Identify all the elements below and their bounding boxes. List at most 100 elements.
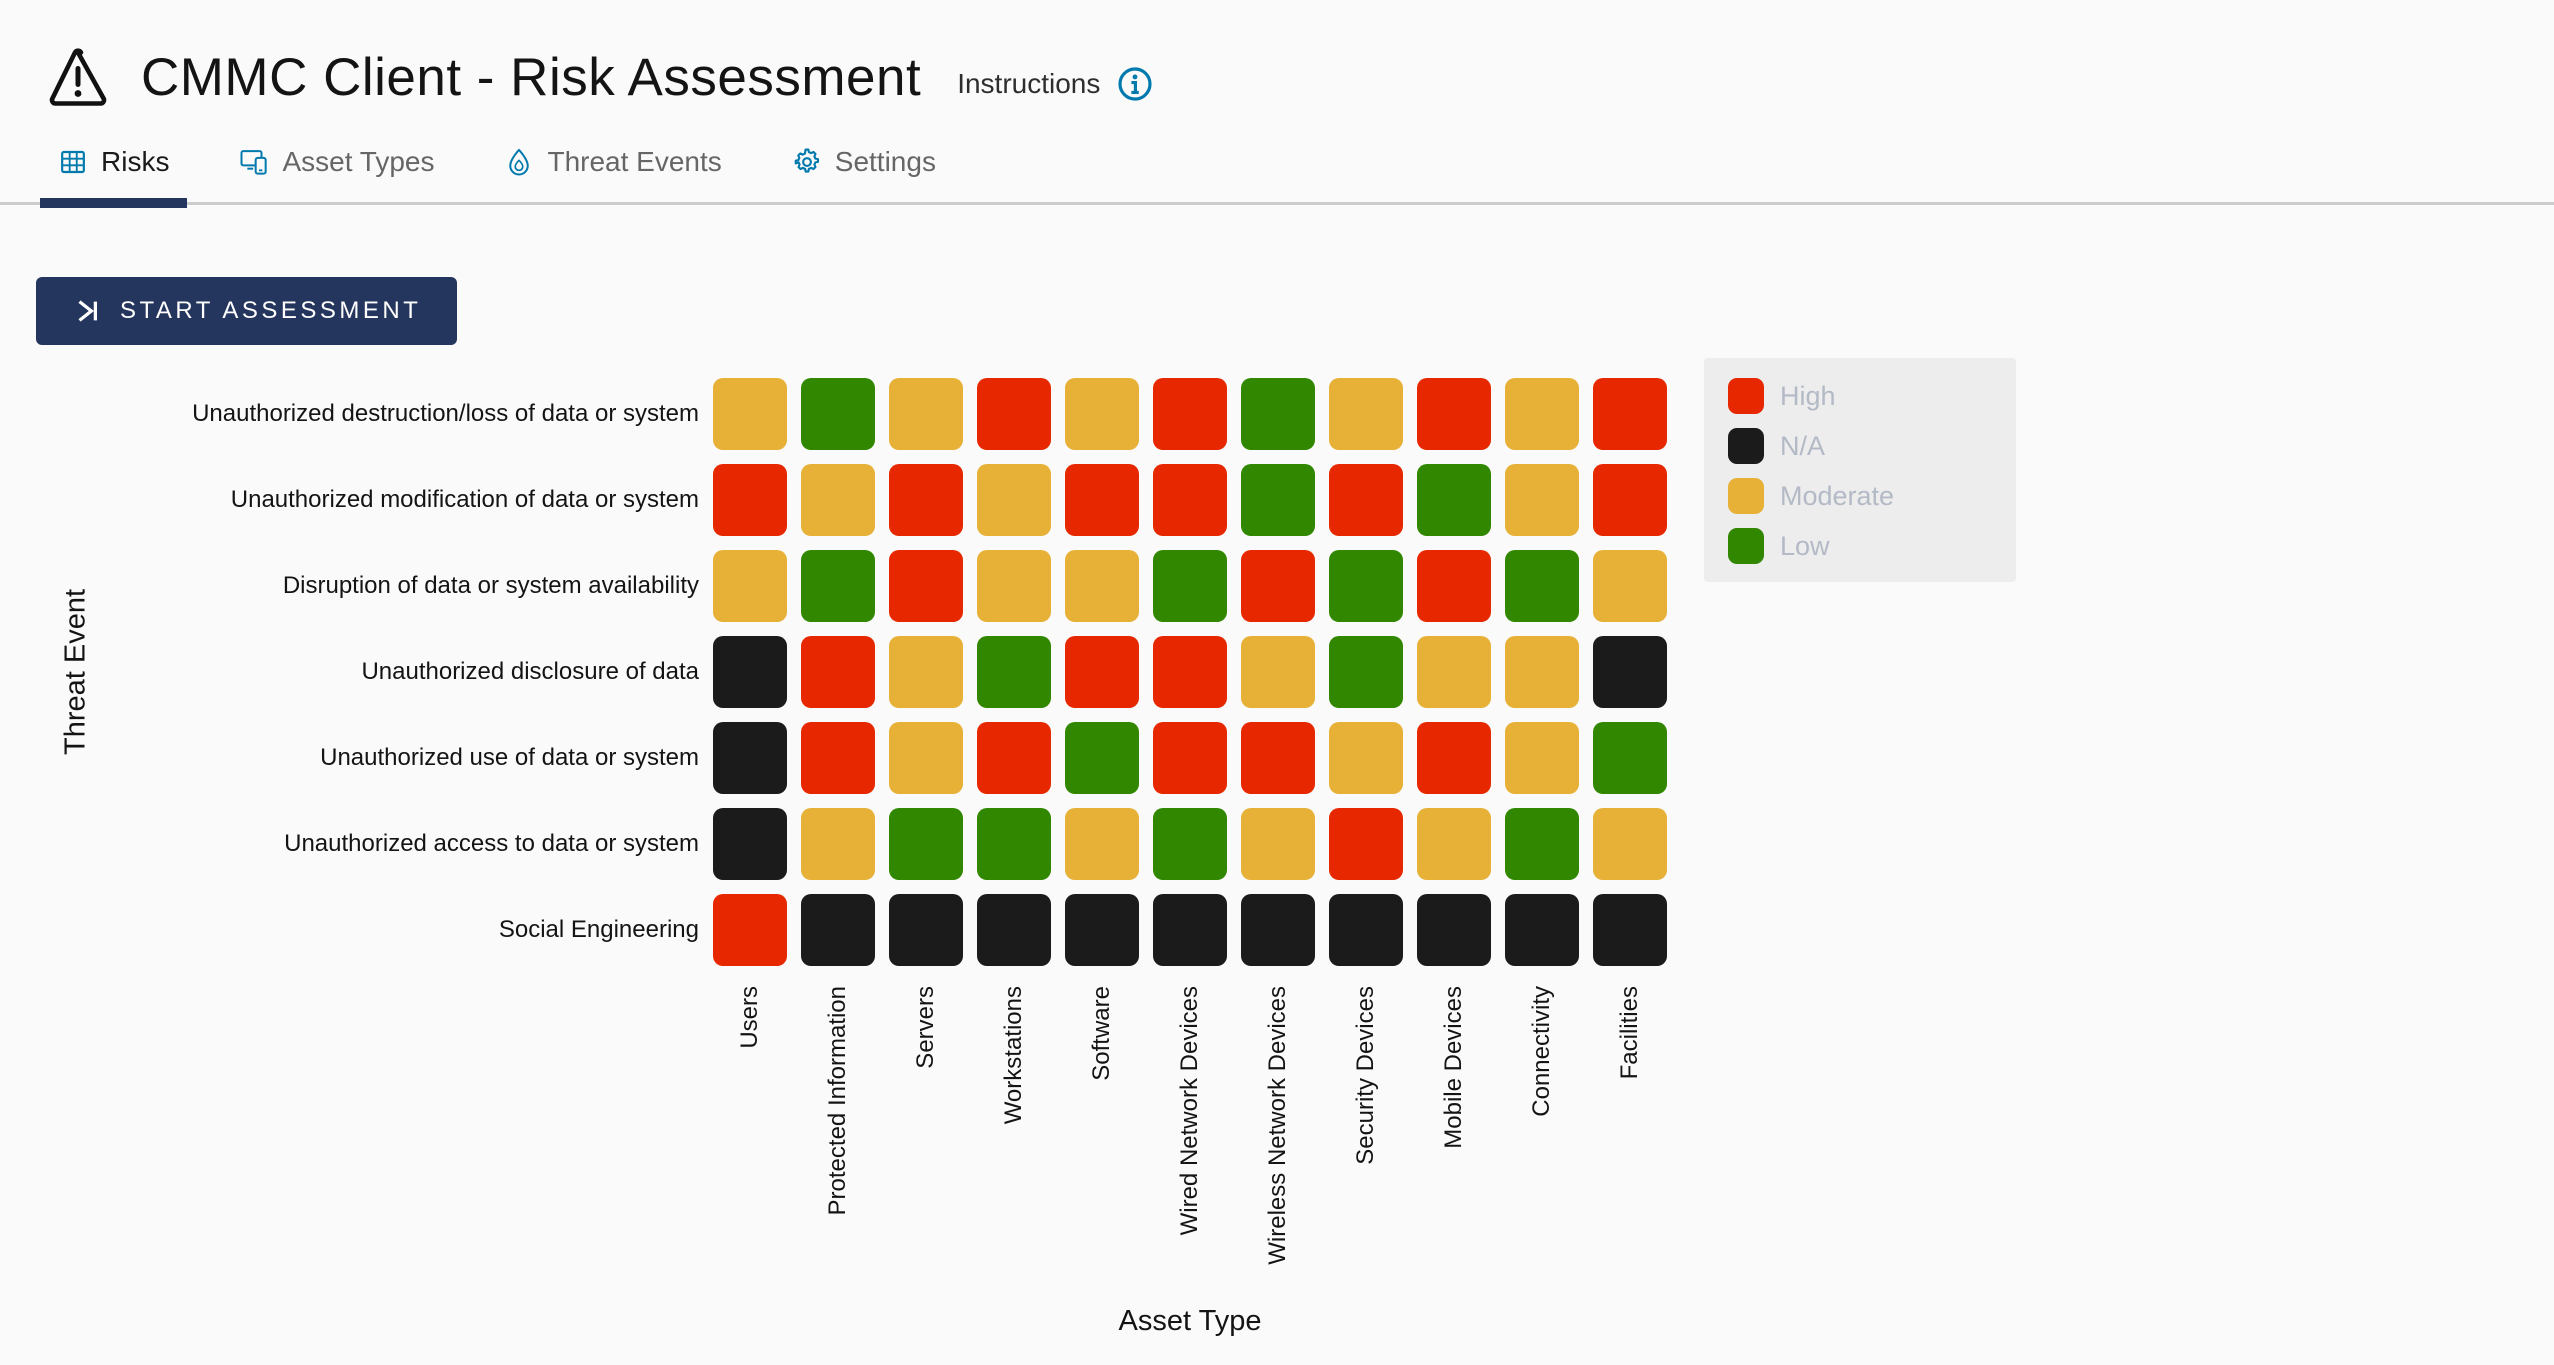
- tab-settings[interactable]: Settings: [774, 146, 954, 202]
- heatmap-cell-social-engineering-protected-information[interactable]: [801, 894, 875, 966]
- heatmap-cell-social-engineering-wired-network-devices[interactable]: [1153, 894, 1227, 966]
- warning-triangle-icon: [45, 46, 111, 108]
- heatmap-cell-disruption-of-data-or-sy-facilities[interactable]: [1593, 550, 1667, 622]
- heatmap-cell-unauthorized-disclosure--software[interactable]: [1065, 636, 1139, 708]
- heatmap-cell-unauthorized-use-of-data-wireless-network-devices[interactable]: [1241, 722, 1315, 794]
- heatmap-cell-unauthorized-disclosure--connectivity[interactable]: [1505, 636, 1579, 708]
- heatmap-cell-unauthorized-modificatio-wireless-network-devices[interactable]: [1241, 464, 1315, 536]
- start-assessment-label: START ASSESSMENT: [120, 297, 422, 324]
- heatmap-cell-unauthorized-modificatio-workstations[interactable]: [977, 464, 1051, 536]
- heatmap-cell-unauthorized-access-to-d-software[interactable]: [1065, 808, 1139, 880]
- heatmap-cell-disruption-of-data-or-sy-wired-network-devices[interactable]: [1153, 550, 1227, 622]
- heatmap-cell-unauthorized-access-to-d-mobile-devices[interactable]: [1417, 808, 1491, 880]
- heatmap-cell-disruption-of-data-or-sy-mobile-devices[interactable]: [1417, 550, 1491, 622]
- heatmap-cell-unauthorized-access-to-d-wireless-network-devices[interactable]: [1241, 808, 1315, 880]
- heatmap-cell-unauthorized-modificatio-protected-information[interactable]: [801, 464, 875, 536]
- heatmap-cell-unauthorized-disclosure--security-devices[interactable]: [1329, 636, 1403, 708]
- tab-threat-events[interactable]: Threat Events: [486, 146, 739, 202]
- heatmap-cell-unauthorized-use-of-data-servers[interactable]: [889, 722, 963, 794]
- info-icon[interactable]: [1116, 65, 1154, 103]
- asset-type-column-label: Software: [1088, 986, 1115, 1081]
- start-assessment-button[interactable]: START ASSESSMENT: [36, 277, 458, 345]
- heatmap-cell-disruption-of-data-or-sy-protected-information[interactable]: [801, 550, 875, 622]
- heatmap-cell-unauthorized-destruction-servers[interactable]: [889, 378, 963, 450]
- heatmap-cell-unauthorized-disclosure--wireless-network-devices[interactable]: [1241, 636, 1315, 708]
- heatmap-cell-unauthorized-modificatio-security-devices[interactable]: [1329, 464, 1403, 536]
- heatmap-cell-unauthorized-destruction-wireless-network-devices[interactable]: [1241, 378, 1315, 450]
- legend-label: Moderate: [1780, 480, 1895, 511]
- risk-heatmap: Unauthorized destruction/loss of data or…: [24, 378, 1667, 1338]
- heatmap-cell-social-engineering-workstations[interactable]: [977, 894, 1051, 966]
- legend-swatch: [1728, 378, 1764, 414]
- heatmap-cell-disruption-of-data-or-sy-users[interactable]: [713, 550, 787, 622]
- tab-asset-types[interactable]: Asset Types: [221, 146, 452, 202]
- heatmap-cell-unauthorized-destruction-facilities[interactable]: [1593, 378, 1667, 450]
- heatmap-cell-unauthorized-access-to-d-wired-network-devices[interactable]: [1153, 808, 1227, 880]
- heatmap-cell-unauthorized-destruction-protected-information[interactable]: [801, 378, 875, 450]
- heatmap-cell-social-engineering-software[interactable]: [1065, 894, 1139, 966]
- heatmap-cell-unauthorized-access-to-d-workstations[interactable]: [977, 808, 1051, 880]
- heatmap-cell-unauthorized-modificatio-facilities[interactable]: [1593, 464, 1667, 536]
- heatmap-cell-disruption-of-data-or-sy-wireless-network-devices[interactable]: [1241, 550, 1315, 622]
- heatmap-cell-unauthorized-access-to-d-users[interactable]: [713, 808, 787, 880]
- heatmap-cell-unauthorized-use-of-data-users[interactable]: [713, 722, 787, 794]
- heatmap-cell-unauthorized-disclosure--protected-information[interactable]: [801, 636, 875, 708]
- heatmap-cell-unauthorized-use-of-data-facilities[interactable]: [1593, 722, 1667, 794]
- heatmap-cell-unauthorized-modificatio-mobile-devices[interactable]: [1417, 464, 1491, 536]
- heatmap-cell-unauthorized-destruction-users[interactable]: [713, 378, 787, 450]
- heatmap-cell-unauthorized-access-to-d-connectivity[interactable]: [1505, 808, 1579, 880]
- heatmap-cell-unauthorized-use-of-data-connectivity[interactable]: [1505, 722, 1579, 794]
- legend-swatch: [1728, 428, 1764, 464]
- heatmap-cell-social-engineering-wireless-network-devices[interactable]: [1241, 894, 1315, 966]
- heatmap-cell-unauthorized-disclosure--users[interactable]: [713, 636, 787, 708]
- step-forward-icon: [72, 296, 102, 326]
- heatmap-cell-unauthorized-use-of-data-software[interactable]: [1065, 722, 1139, 794]
- legend-label: N/A: [1780, 430, 1826, 461]
- heatmap-cell-unauthorized-disclosure--mobile-devices[interactable]: [1417, 636, 1491, 708]
- heatmap-cell-social-engineering-users[interactable]: [713, 894, 787, 966]
- heatmap-cell-unauthorized-access-to-d-servers[interactable]: [889, 808, 963, 880]
- heatmap-cell-unauthorized-destruction-security-devices[interactable]: [1329, 378, 1403, 450]
- legend-item-low: Low: [1728, 528, 1992, 564]
- heatmap-cell-unauthorized-modificatio-users[interactable]: [713, 464, 787, 536]
- heatmap-cell-social-engineering-facilities[interactable]: [1593, 894, 1667, 966]
- heatmap-cell-unauthorized-access-to-d-facilities[interactable]: [1593, 808, 1667, 880]
- asset-type-column-label: Facilities: [1616, 986, 1643, 1080]
- heatmap-cell-disruption-of-data-or-sy-security-devices[interactable]: [1329, 550, 1403, 622]
- asset-type-column-label: Security Devices: [1352, 986, 1379, 1165]
- heatmap-cell-unauthorized-access-to-d-protected-information[interactable]: [801, 808, 875, 880]
- heatmap-cell-unauthorized-use-of-data-security-devices[interactable]: [1329, 722, 1403, 794]
- heatmap-cell-unauthorized-use-of-data-wired-network-devices[interactable]: [1153, 722, 1227, 794]
- asset-type-column-label: Users: [736, 986, 763, 1049]
- heatmap-cell-unauthorized-destruction-mobile-devices[interactable]: [1417, 378, 1491, 450]
- heatmap-cell-unauthorized-access-to-d-security-devices[interactable]: [1329, 808, 1403, 880]
- heatmap-cell-unauthorized-disclosure--wired-network-devices[interactable]: [1153, 636, 1227, 708]
- legend-item-moderate: Moderate: [1728, 478, 1992, 514]
- heatmap-cell-unauthorized-use-of-data-workstations[interactable]: [977, 722, 1051, 794]
- heatmap-cell-social-engineering-connectivity[interactable]: [1505, 894, 1579, 966]
- heatmap-cell-unauthorized-disclosure--servers[interactable]: [889, 636, 963, 708]
- heatmap-cell-unauthorized-modificatio-software[interactable]: [1065, 464, 1139, 536]
- heatmap-cell-disruption-of-data-or-sy-workstations[interactable]: [977, 550, 1051, 622]
- heatmap-cell-social-engineering-security-devices[interactable]: [1329, 894, 1403, 966]
- heatmap-cell-unauthorized-use-of-data-protected-information[interactable]: [801, 722, 875, 794]
- heatmap-cell-unauthorized-destruction-wired-network-devices[interactable]: [1153, 378, 1227, 450]
- heatmap-cell-unauthorized-disclosure--facilities[interactable]: [1593, 636, 1667, 708]
- heatmap-cell-unauthorized-modificatio-servers[interactable]: [889, 464, 963, 536]
- heatmap-cell-disruption-of-data-or-sy-servers[interactable]: [889, 550, 963, 622]
- instructions: Instructions: [957, 65, 1154, 103]
- heatmap-cell-unauthorized-use-of-data-mobile-devices[interactable]: [1417, 722, 1491, 794]
- heatmap-cell-unauthorized-destruction-connectivity[interactable]: [1505, 378, 1579, 450]
- heatmap-cell-disruption-of-data-or-sy-software[interactable]: [1065, 550, 1139, 622]
- heatmap-cell-unauthorized-modificatio-wired-network-devices[interactable]: [1153, 464, 1227, 536]
- tab-risks[interactable]: Risks: [40, 146, 188, 208]
- heatmap-cell-unauthorized-disclosure--workstations[interactable]: [977, 636, 1051, 708]
- heatmap-cell-social-engineering-mobile-devices[interactable]: [1417, 894, 1491, 966]
- heatmap-cell-unauthorized-destruction-workstations[interactable]: [977, 378, 1051, 450]
- x-axis-label: Asset Type: [1118, 1304, 1262, 1337]
- heatmap-cell-unauthorized-destruction-software[interactable]: [1065, 378, 1139, 450]
- heatmap-cell-disruption-of-data-or-sy-connectivity[interactable]: [1505, 550, 1579, 622]
- heatmap-cell-social-engineering-servers[interactable]: [889, 894, 963, 966]
- heatmap-cell-unauthorized-modificatio-connectivity[interactable]: [1505, 464, 1579, 536]
